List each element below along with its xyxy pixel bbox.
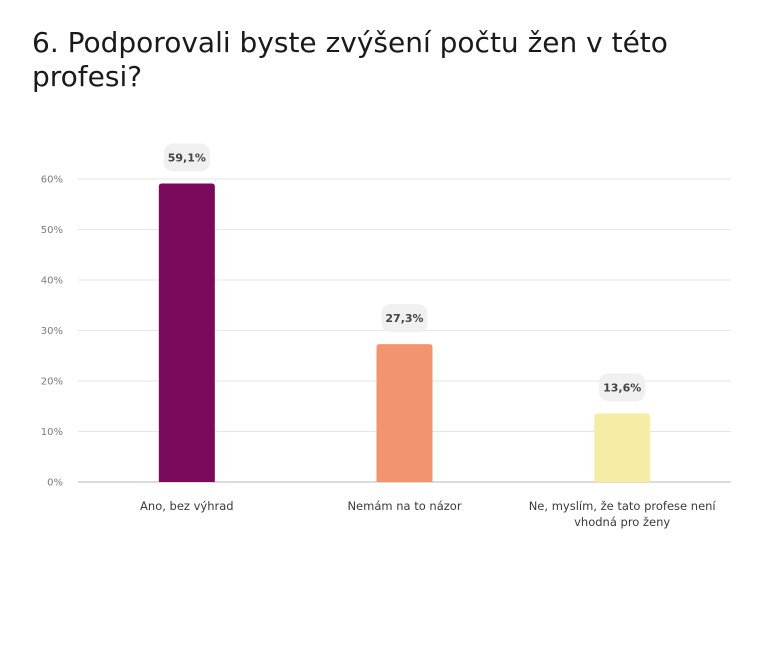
value-label: 59,1% bbox=[168, 152, 206, 165]
value-label: 13,6% bbox=[603, 381, 641, 394]
y-tick-label: 50% bbox=[41, 225, 63, 236]
bar[interactable] bbox=[158, 183, 215, 483]
bar[interactable] bbox=[376, 344, 433, 482]
y-tick-label: 40% bbox=[41, 276, 63, 287]
y-tick-label: 60% bbox=[41, 175, 63, 186]
value-label-badge bbox=[599, 373, 646, 402]
category-label: Ano, bez výhrad bbox=[140, 499, 234, 513]
y-tick-label: 30% bbox=[41, 326, 63, 337]
category-label: Nemám na to názor bbox=[347, 499, 461, 513]
category-label: Ne, myslím, že tato profese není vhodná p… bbox=[529, 499, 717, 529]
value-label: 27,3% bbox=[385, 312, 423, 325]
y-tick-label: 0% bbox=[47, 478, 63, 489]
y-tick-label: 10% bbox=[41, 427, 63, 438]
value-label-badge bbox=[163, 143, 210, 172]
chart-title: 6. Podporovali byste zvýšení počtu žen v… bbox=[32, 26, 668, 93]
y-tick-label: 20% bbox=[41, 377, 63, 388]
value-label-badge bbox=[381, 304, 428, 333]
bar[interactable] bbox=[594, 413, 651, 482]
